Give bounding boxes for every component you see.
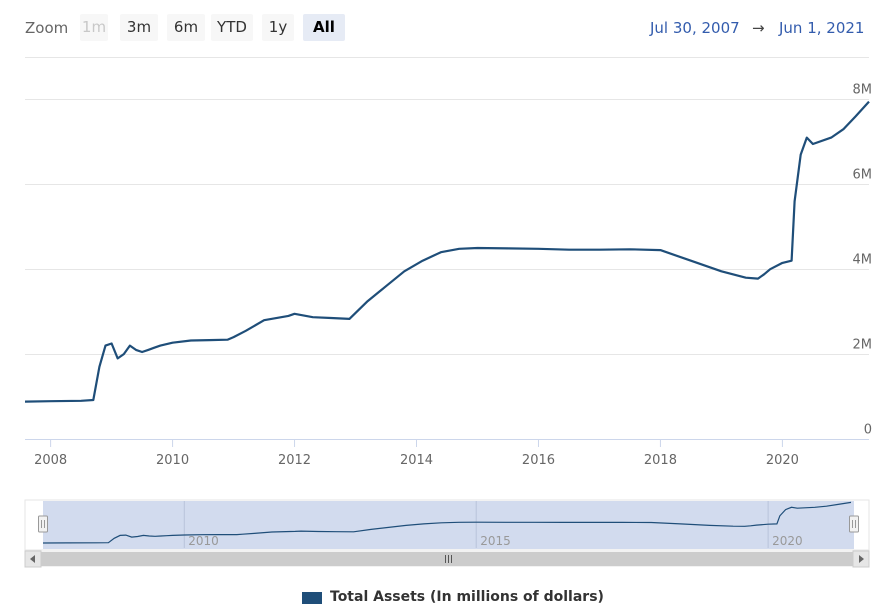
range-button-3m[interactable]: 3m [120, 14, 158, 41]
navigator-handle-left[interactable] [38, 515, 48, 533]
navigator-handle-right[interactable] [849, 515, 859, 533]
y-tick-label: 0 [864, 423, 872, 438]
navigator-tick-label: 2015 [480, 534, 511, 548]
x-tick-label: 2012 [278, 453, 311, 468]
x-axis: 2008 2010 2012 2014 2016 2018 2020 [34, 439, 799, 468]
navigator-ticks: 2010 2015 2020 [183, 501, 803, 548]
scrollbar[interactable] [24, 550, 870, 568]
range-button-all[interactable]: All [303, 14, 345, 41]
range-button-1y[interactable]: 1y [262, 14, 294, 41]
legend-swatch [302, 592, 322, 604]
navigator[interactable]: 2010 2015 2020 [24, 499, 870, 551]
date-range-arrow: → [752, 19, 765, 37]
x-tick-label: 2018 [644, 453, 677, 468]
y-tick-label: 2M [853, 338, 873, 353]
navigator-series-line [42, 501, 852, 544]
range-selector-toolbar: Zoom 1m 3m 6m YTD 1y All Jul 30, 2007 → … [0, 0, 894, 56]
scroll-left-arrow-icon [30, 555, 35, 563]
scrollbar-grip-icon [445, 555, 452, 563]
series-line-total-assets [24, 100, 870, 403]
x-tick-label: 2020 [766, 453, 799, 468]
x-tick-label: 2014 [400, 453, 433, 468]
zoom-label: Zoom [25, 19, 69, 37]
x-tick-label: 2010 [156, 453, 189, 468]
x-tick-label: 2016 [522, 453, 555, 468]
y-tick-label: 4M [853, 253, 873, 268]
date-from-input[interactable]: Jul 30, 2007 [650, 19, 740, 37]
y-tick-label: 6M [853, 168, 873, 183]
scroll-right-arrow-icon [859, 555, 864, 563]
x-tick-label: 2008 [34, 453, 67, 468]
navigator-selected-range[interactable] [43, 501, 854, 549]
date-to-input[interactable]: Jun 1, 2021 [779, 19, 865, 37]
scrollbar-thumb[interactable] [41, 552, 853, 566]
y-tick-label: 8M [853, 83, 873, 98]
y-axis: 0 2M 4M 6M 8M [853, 83, 873, 438]
range-button-ytd[interactable]: YTD [211, 14, 253, 41]
range-button-6m[interactable]: 6m [167, 14, 205, 41]
legend-label[interactable]: Total Assets (In millions of dollars) [330, 589, 604, 605]
range-button-1m[interactable]: 1m [80, 14, 108, 41]
grid-lines [25, 57, 869, 440]
navigator-tick-label: 2010 [188, 534, 219, 548]
navigator-tick-label: 2020 [772, 534, 803, 548]
